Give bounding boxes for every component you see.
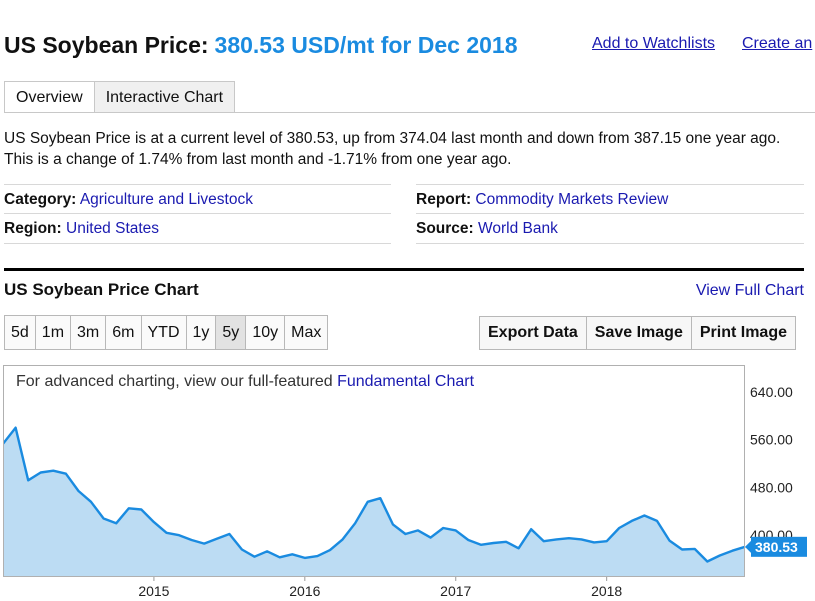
- range-10y-button[interactable]: 10y: [246, 316, 286, 349]
- report-link[interactable]: Commodity Markets Review: [475, 191, 669, 208]
- view-full-chart-link[interactable]: View Full Chart: [695, 282, 804, 299]
- range-1y-button[interactable]: 1y: [186, 316, 217, 349]
- category-row: Category: Agriculture and Livestock: [4, 184, 391, 214]
- export-data-button[interactable]: Export Data: [480, 317, 587, 349]
- section-divider: [4, 268, 804, 271]
- page-title-label: US Soybean Price:: [4, 32, 209, 58]
- last-value-badge: [751, 536, 807, 557]
- range-1m-button[interactable]: 1m: [35, 316, 72, 349]
- last-value-label: 380.53: [755, 539, 798, 555]
- last-value-pointer: [745, 539, 752, 554]
- y-tick-label: 480.00: [750, 479, 793, 495]
- x-tick-label: 2018: [591, 583, 622, 599]
- range-5d-button[interactable]: 5d: [5, 316, 36, 349]
- page-title: US Soybean Price: 380.53 USD/mt for Dec 2…: [4, 32, 518, 59]
- tab-bar: Overview Interactive Chart: [4, 81, 236, 113]
- x-tick-label: 2017: [440, 583, 471, 599]
- tab-divider: [4, 112, 815, 113]
- tab-interactive-chart[interactable]: Interactive Chart: [94, 81, 236, 113]
- x-tick-label: 2015: [138, 583, 169, 599]
- range-3m-button[interactable]: 3m: [71, 316, 107, 349]
- region-link[interactable]: United States: [66, 220, 160, 237]
- region-label: Region:: [4, 220, 62, 237]
- price-chart: 640.00 560.00 480.00 400.00 2015 2016 2017 2018…: [3, 365, 815, 601]
- range-selector: 5d 1m 3m 6m YTD 1y 5y 10y Max: [4, 315, 329, 350]
- advanced-charting-note: For advanced charting, view our full-fea…: [16, 373, 474, 391]
- page-title-value: 380.53 USD/mt for Dec 2018: [214, 32, 518, 58]
- report-row: Report: Commodity Markets Review: [416, 184, 804, 214]
- advanced-charting-text: For advanced charting, view our full-fea…: [16, 373, 333, 390]
- range-5y-button[interactable]: 5y: [216, 316, 247, 349]
- price-description: US Soybean Price is at a current level o…: [4, 130, 781, 168]
- category-label: Category:: [4, 191, 77, 208]
- range-ytd-button[interactable]: YTD: [141, 316, 187, 349]
- print-image-button[interactable]: Print Image: [691, 317, 795, 349]
- y-tick-label: 640.00: [750, 384, 793, 400]
- range-max-button[interactable]: Max: [285, 316, 328, 349]
- price-line: [3, 426, 746, 563]
- source-label: Source:: [416, 220, 474, 237]
- source-link[interactable]: World Bank: [478, 220, 558, 237]
- create-alert-link[interactable]: Create an: [742, 35, 813, 52]
- source-row: Source: World Bank: [416, 214, 804, 244]
- category-link[interactable]: Agriculture and Livestock: [79, 191, 253, 208]
- fundamental-chart-link[interactable]: Fundamental Chart: [337, 373, 475, 390]
- range-6m-button[interactable]: 6m: [106, 316, 142, 349]
- add-to-watchlists-link[interactable]: Add to Watchlists: [592, 35, 716, 52]
- chart-section-title: US Soybean Price Chart: [4, 280, 199, 299]
- tab-overview[interactable]: Overview: [4, 81, 95, 113]
- region-row: Region: United States: [4, 214, 391, 244]
- y-tick-label: 560.00: [750, 432, 793, 448]
- x-tick-label: 2016: [289, 583, 320, 599]
- chart-actions: Export Data Save Image Print Image: [479, 316, 796, 350]
- save-image-button[interactable]: Save Image: [586, 317, 692, 349]
- report-label: Report:: [416, 191, 472, 208]
